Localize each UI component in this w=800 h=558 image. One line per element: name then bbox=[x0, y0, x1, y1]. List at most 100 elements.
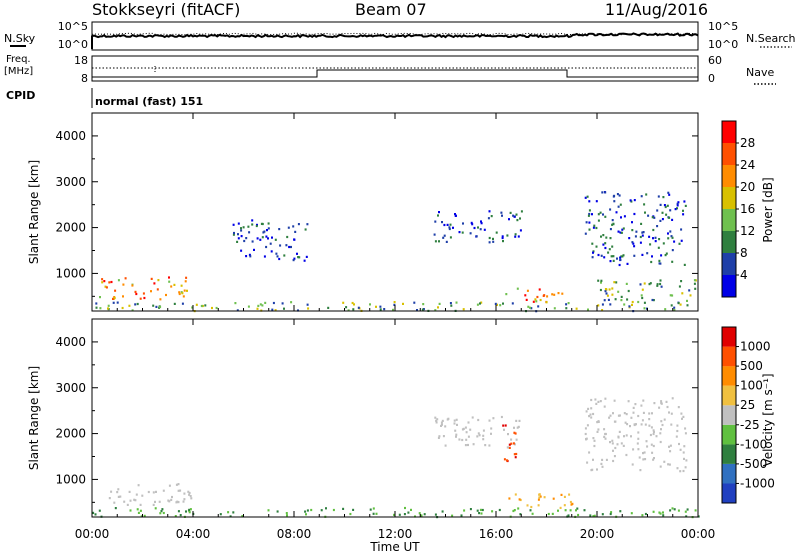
velocity-cell bbox=[398, 513, 401, 516]
velocity-cell bbox=[352, 508, 355, 511]
power-cell bbox=[265, 245, 268, 249]
velocity-cell bbox=[136, 508, 139, 511]
colorbar-swatch bbox=[722, 444, 736, 464]
power-cell bbox=[659, 203, 662, 206]
power-cell bbox=[272, 301, 275, 305]
power-cell bbox=[657, 195, 660, 198]
power-cell bbox=[604, 191, 607, 194]
power-cell bbox=[620, 299, 623, 302]
nsky-tick-top: 10^5 bbox=[58, 20, 88, 33]
power-cell bbox=[117, 279, 120, 282]
power-cell bbox=[99, 307, 102, 310]
power-cell bbox=[495, 231, 498, 234]
velocity-cell bbox=[658, 406, 661, 409]
nsearch-series bbox=[91, 32, 699, 36]
power-cell bbox=[502, 302, 504, 305]
velocity-cell bbox=[110, 490, 113, 493]
velocity-cell bbox=[569, 509, 572, 512]
power-cell bbox=[557, 292, 560, 295]
power-cell bbox=[236, 240, 239, 243]
power-cell bbox=[304, 228, 307, 231]
power-cell bbox=[656, 209, 659, 212]
velocity-cell bbox=[476, 509, 479, 512]
power-cell bbox=[625, 282, 628, 285]
velocity-cell bbox=[538, 496, 541, 499]
velocity-cell bbox=[444, 444, 447, 447]
velocity-cell bbox=[506, 459, 508, 462]
power-cell bbox=[293, 257, 296, 260]
velocity-cell bbox=[491, 510, 494, 513]
velocity-cell bbox=[518, 498, 521, 501]
power-cell bbox=[124, 277, 127, 280]
velocity-cell bbox=[537, 498, 540, 501]
power-cell bbox=[471, 223, 474, 226]
colorbar-swatch bbox=[722, 483, 736, 503]
power-cell bbox=[641, 296, 644, 300]
velocity-cell bbox=[478, 434, 481, 437]
power-cell bbox=[449, 302, 452, 305]
freq-tick-top: 18 bbox=[74, 54, 88, 67]
power-cell bbox=[588, 200, 591, 203]
velocity-cell bbox=[644, 458, 647, 461]
velocity-cell bbox=[676, 424, 679, 427]
power-cell bbox=[393, 303, 396, 306]
power-cell bbox=[113, 296, 116, 300]
power-cell bbox=[271, 236, 273, 239]
velocity-cell bbox=[515, 419, 518, 422]
velocity-cell bbox=[372, 507, 375, 510]
power-cell bbox=[519, 229, 522, 232]
velocity-cell bbox=[668, 445, 670, 448]
power-cell bbox=[434, 220, 437, 223]
power-cell bbox=[535, 300, 538, 303]
power-cell bbox=[462, 222, 464, 225]
velocity-cell bbox=[126, 503, 129, 506]
power-cell bbox=[631, 303, 633, 306]
velocity-cell bbox=[585, 410, 588, 413]
power-cell bbox=[671, 218, 674, 221]
velocity-cell bbox=[513, 453, 516, 456]
velocity-cell bbox=[586, 461, 589, 464]
velocity-cell bbox=[420, 514, 423, 517]
velocity-cell bbox=[671, 507, 674, 510]
velocity-cell bbox=[441, 510, 444, 513]
power-cell bbox=[633, 254, 636, 257]
power-cell bbox=[591, 242, 594, 245]
power-cell bbox=[627, 289, 630, 293]
velocity-cell bbox=[682, 451, 685, 454]
power-cell bbox=[508, 218, 510, 221]
velocity-cell bbox=[94, 513, 97, 516]
velocity-cell bbox=[435, 421, 438, 424]
velocity-cell bbox=[513, 431, 516, 434]
power-cell bbox=[441, 221, 443, 224]
power-cell bbox=[448, 227, 451, 231]
power-cell bbox=[686, 299, 688, 302]
power-cell bbox=[142, 292, 145, 295]
velocity-cell bbox=[659, 512, 662, 515]
velocity-cell bbox=[276, 510, 279, 513]
power-cell bbox=[597, 213, 600, 216]
power-cell bbox=[611, 223, 614, 226]
velocity-cell bbox=[648, 412, 651, 415]
power-cell bbox=[639, 241, 642, 244]
ytick-label: 3000 bbox=[55, 175, 86, 189]
power-cell bbox=[661, 218, 664, 221]
velocity-cell bbox=[477, 432, 480, 435]
velocity-cell bbox=[593, 439, 596, 442]
velocity-cell bbox=[508, 446, 511, 449]
velocity-cell bbox=[114, 507, 117, 510]
velocity-cell bbox=[503, 458, 506, 461]
power-cell bbox=[509, 211, 512, 214]
velocity-cell bbox=[423, 513, 426, 516]
velocity-cell bbox=[465, 438, 468, 441]
time-axis-label: Time UT bbox=[369, 540, 420, 554]
velocity-cell bbox=[177, 483, 180, 486]
power-cell bbox=[681, 292, 684, 295]
velocity-cell bbox=[629, 425, 631, 428]
power-cell bbox=[305, 255, 308, 258]
colorbar-swatch bbox=[722, 187, 736, 209]
velocity-cell bbox=[188, 511, 191, 514]
power-frame bbox=[91, 112, 699, 312]
power-cell bbox=[588, 228, 591, 231]
ytick-label: 1000 bbox=[55, 472, 86, 486]
velocity-cell bbox=[464, 426, 467, 429]
